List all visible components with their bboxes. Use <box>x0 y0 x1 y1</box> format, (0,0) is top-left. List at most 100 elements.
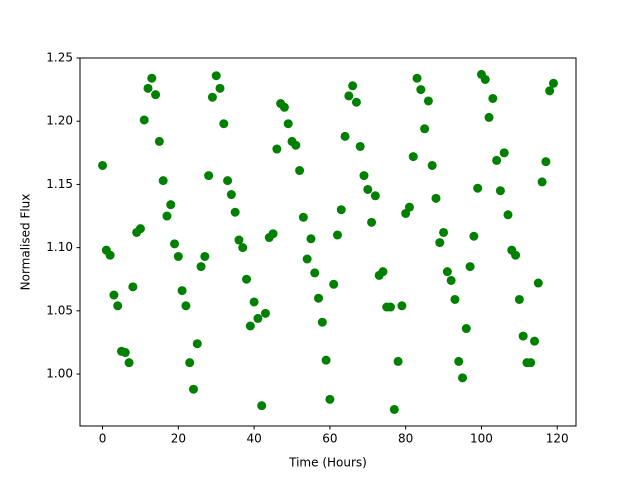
x-tick-label: 100 <box>470 432 493 446</box>
y-tick-label: 1.20 <box>46 114 73 128</box>
point <box>162 211 172 221</box>
point <box>499 148 509 158</box>
point <box>295 166 305 176</box>
point <box>367 217 377 227</box>
point <box>298 212 308 222</box>
point <box>548 78 558 88</box>
point <box>158 176 168 186</box>
point <box>314 293 324 303</box>
point <box>495 186 505 196</box>
point <box>351 97 361 107</box>
point <box>223 176 233 186</box>
point <box>177 286 187 296</box>
point <box>363 184 373 194</box>
point <box>317 317 327 327</box>
point <box>469 231 479 241</box>
point <box>404 202 414 212</box>
point <box>291 140 301 150</box>
point <box>166 200 176 210</box>
point <box>173 251 183 261</box>
point <box>268 229 278 239</box>
point <box>98 160 108 170</box>
point <box>488 93 498 103</box>
point <box>530 336 540 346</box>
point <box>545 86 555 96</box>
point <box>124 358 134 368</box>
point <box>461 324 471 334</box>
point <box>435 238 445 248</box>
y-tick-label: 1.10 <box>46 240 73 254</box>
point <box>393 356 403 366</box>
point <box>219 119 229 129</box>
point <box>450 294 460 304</box>
point <box>245 321 255 331</box>
x-tick-label: 0 <box>99 432 107 446</box>
x-tick-label: 60 <box>322 432 337 446</box>
y-tick-label: 1.15 <box>46 177 73 191</box>
point <box>151 90 161 100</box>
point <box>511 250 521 260</box>
point <box>306 234 316 244</box>
point <box>154 136 164 146</box>
point <box>370 191 380 201</box>
point <box>242 274 252 284</box>
point <box>446 275 456 285</box>
point <box>378 267 388 277</box>
point <box>279 102 289 112</box>
point <box>283 119 293 129</box>
y-tick-label: 1.25 <box>46 51 73 65</box>
point <box>260 308 270 318</box>
point <box>325 394 335 404</box>
point <box>120 348 130 358</box>
point <box>170 239 180 249</box>
point <box>480 74 490 84</box>
point <box>442 267 452 277</box>
point <box>412 73 422 83</box>
point <box>458 373 468 383</box>
point <box>537 177 547 187</box>
point <box>473 183 483 193</box>
point <box>109 290 119 300</box>
point <box>192 339 202 349</box>
point <box>139 115 149 125</box>
point <box>332 230 342 240</box>
point <box>147 73 157 83</box>
point <box>238 243 248 253</box>
x-tick-label: 40 <box>246 432 261 446</box>
point <box>200 251 210 261</box>
point <box>503 210 513 220</box>
point <box>135 224 145 234</box>
point <box>340 131 350 141</box>
y-tick-label: 1.00 <box>46 367 73 381</box>
point <box>533 278 543 288</box>
point <box>416 85 426 95</box>
point <box>518 331 528 341</box>
x-tick-label: 20 <box>171 432 186 446</box>
point <box>514 294 524 304</box>
point <box>188 384 198 394</box>
point <box>355 141 365 151</box>
point <box>215 83 225 93</box>
point <box>226 190 236 200</box>
x-tick-label: 80 <box>398 432 413 446</box>
point <box>181 301 191 311</box>
point <box>128 282 138 292</box>
point <box>302 254 312 264</box>
point <box>272 144 282 154</box>
y-tick-label: 1.05 <box>46 303 73 317</box>
point <box>386 302 396 312</box>
y-axis-label: Normalised Flux <box>19 194 33 291</box>
point <box>389 404 399 414</box>
point <box>420 124 430 134</box>
point <box>249 297 259 307</box>
point <box>196 262 206 272</box>
plot-frame <box>79 57 577 427</box>
point <box>348 81 358 91</box>
x-axis-label: Time (Hours) <box>288 456 367 470</box>
point <box>431 193 441 203</box>
point <box>113 301 123 311</box>
point <box>397 301 407 311</box>
point <box>423 96 433 106</box>
